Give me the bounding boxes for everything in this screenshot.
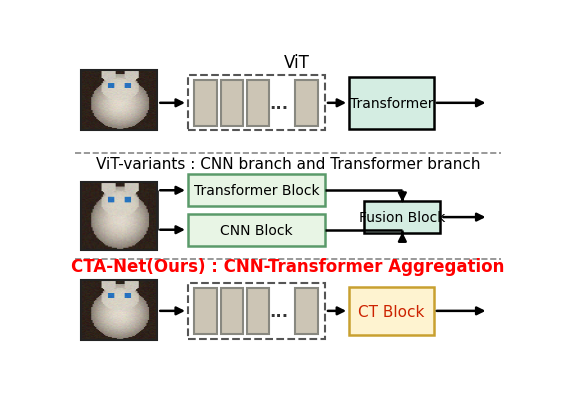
Bar xyxy=(188,175,325,207)
Text: ...: ... xyxy=(269,94,288,112)
Bar xyxy=(220,81,243,126)
Bar xyxy=(81,281,157,340)
Bar xyxy=(295,288,318,334)
Text: Transformer Block: Transformer Block xyxy=(194,184,319,198)
Bar xyxy=(220,288,243,334)
Text: CNN Block: CNN Block xyxy=(220,223,293,237)
Text: ViT-variants : CNN branch and Transformer branch: ViT-variants : CNN branch and Transforme… xyxy=(96,157,481,171)
Text: Fusion Block: Fusion Block xyxy=(359,211,446,225)
Bar xyxy=(194,81,217,126)
Text: CTA-Net(Ours) : CNN-Transformer Aggregation: CTA-Net(Ours) : CNN-Transformer Aggregat… xyxy=(71,257,505,275)
Bar xyxy=(364,202,441,233)
Bar xyxy=(81,183,157,251)
Bar xyxy=(81,71,157,131)
Bar xyxy=(349,77,434,129)
Text: ...: ... xyxy=(269,302,288,320)
Text: Transformer: Transformer xyxy=(350,97,433,110)
Bar xyxy=(349,287,434,336)
Text: ViT: ViT xyxy=(284,54,310,72)
Bar xyxy=(247,81,269,126)
Bar xyxy=(295,81,318,126)
Bar xyxy=(194,288,217,334)
Bar xyxy=(188,76,325,131)
Bar xyxy=(247,288,269,334)
Bar xyxy=(188,284,325,339)
Text: CT Block: CT Block xyxy=(359,304,425,319)
Bar xyxy=(188,214,325,246)
